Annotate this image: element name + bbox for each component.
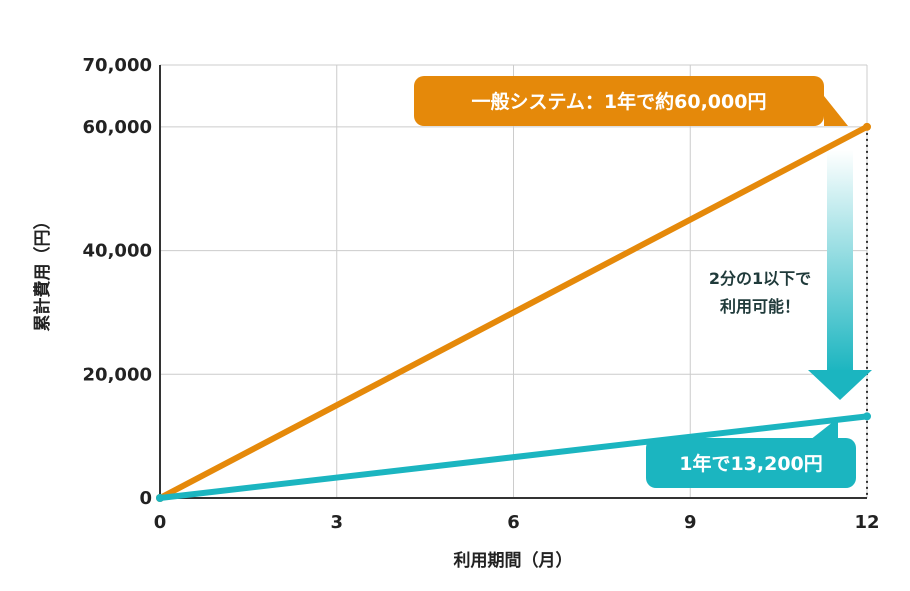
comparison-arrow	[808, 150, 872, 400]
general-system-callout: 一般システム：1年で約60,000円	[414, 76, 848, 126]
ours-callout-tail	[810, 418, 838, 440]
ours-callout-bg	[646, 438, 856, 488]
series-1-point-0	[156, 494, 164, 502]
y-tick-label-3: 60,000	[83, 117, 152, 138]
series-1-point-1	[863, 412, 871, 421]
x-tick-label-4: 12	[854, 512, 879, 533]
series-0-point-1	[863, 122, 871, 131]
series	[156, 122, 871, 502]
y-tick-label-0: 0	[139, 488, 152, 509]
general-callout-tail	[824, 96, 848, 126]
x-tick-label-2: 6	[507, 512, 520, 533]
general-callout-text: 一般システム：1年で約60,000円	[472, 90, 767, 113]
x-tick-label-1: 3	[330, 512, 343, 533]
series-line-1	[157, 413, 870, 501]
y-tick-label-2: 40,000	[83, 241, 152, 262]
x-axis-title: 利用期間（月）	[454, 550, 573, 571]
grid	[159, 64, 868, 499]
x-tick-labels: 0 3 6 9 12	[154, 512, 880, 533]
comparison-note-line2: 利用可能！	[720, 297, 800, 316]
y-tick-label-4: 70,000	[83, 55, 152, 76]
x-tick-label-3: 9	[684, 512, 697, 533]
y-axis-title: 累計費用（円）	[32, 213, 53, 332]
x-tick-label-0: 0	[154, 512, 167, 533]
ours-callout-text: 1年で13,200円	[679, 452, 823, 475]
general-callout-bg	[414, 76, 824, 126]
y-tick-labels: 0 20,000 40,000 60,000 70,000	[83, 55, 152, 509]
y-tick-label-1: 20,000	[83, 364, 152, 385]
comparison-note-line1: 2分の1以下で	[709, 269, 811, 288]
ours-callout: 1年で13,200円	[646, 418, 856, 488]
series-line-0	[157, 123, 870, 501]
